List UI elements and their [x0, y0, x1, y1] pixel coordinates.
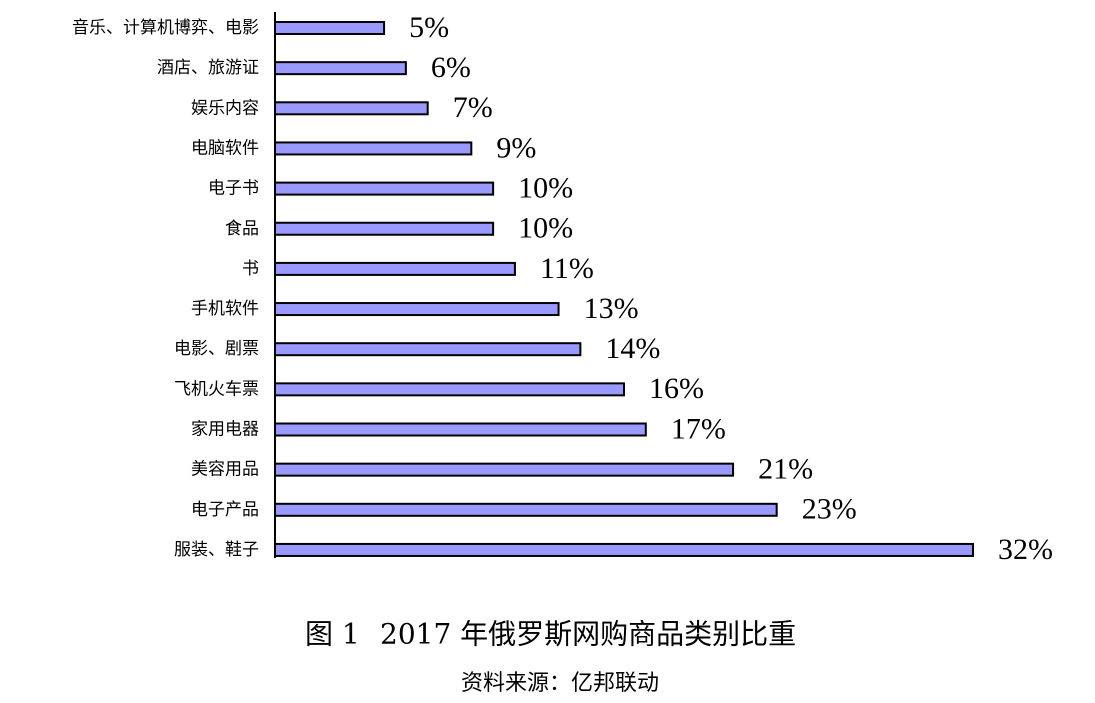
value-label: 21% [758, 453, 813, 486]
bar [274, 382, 625, 397]
category-label: 电影、剧票 [174, 339, 259, 359]
bar [274, 342, 582, 357]
value-label: 14% [605, 332, 660, 365]
value-label: 11% [540, 252, 594, 285]
category-label: 食品 [225, 219, 259, 239]
bar [274, 141, 473, 156]
category-label: 电子书 [208, 179, 259, 199]
category-label: 家用电器 [191, 420, 259, 440]
value-label: 13% [584, 292, 639, 325]
category-label: 娱乐内容 [191, 98, 259, 118]
bar [274, 61, 407, 76]
value-label: 23% [802, 493, 857, 526]
bar [274, 542, 974, 557]
value-label: 6% [431, 51, 471, 84]
figure-label: 图 1 [305, 618, 360, 651]
value-label: 10% [518, 212, 573, 245]
value-label: 16% [649, 372, 704, 405]
bar [274, 221, 495, 236]
bar [274, 502, 778, 517]
category-label: 服装、鞋子 [174, 540, 259, 560]
category-label: 电脑软件 [191, 138, 259, 158]
category-label: 飞机火车票 [174, 379, 259, 399]
value-label: 32% [998, 533, 1053, 566]
bar [274, 261, 516, 276]
chart-title: 2017 年俄罗斯网购商品类别比重 [380, 618, 796, 651]
category-label: 手机软件 [191, 299, 259, 319]
bar [274, 101, 429, 116]
value-label: 7% [453, 91, 493, 124]
value-label: 17% [671, 412, 726, 445]
bar [274, 302, 560, 317]
value-label: 10% [518, 171, 573, 204]
bar [274, 21, 386, 35]
bar [274, 462, 735, 477]
source-note: 资料来源：亿邦联动 [461, 671, 659, 696]
category-label: 酒店、旅游证 [157, 58, 259, 78]
bar [274, 181, 495, 196]
value-label: 9% [496, 131, 536, 164]
category-label: 电子产品 [191, 500, 259, 520]
category-label: 音乐、计算机博弈、电影 [72, 18, 259, 38]
bar [274, 422, 647, 437]
category-label: 美容用品 [191, 460, 259, 480]
value-label: 5% [409, 11, 449, 44]
category-label: 书 [242, 259, 259, 279]
